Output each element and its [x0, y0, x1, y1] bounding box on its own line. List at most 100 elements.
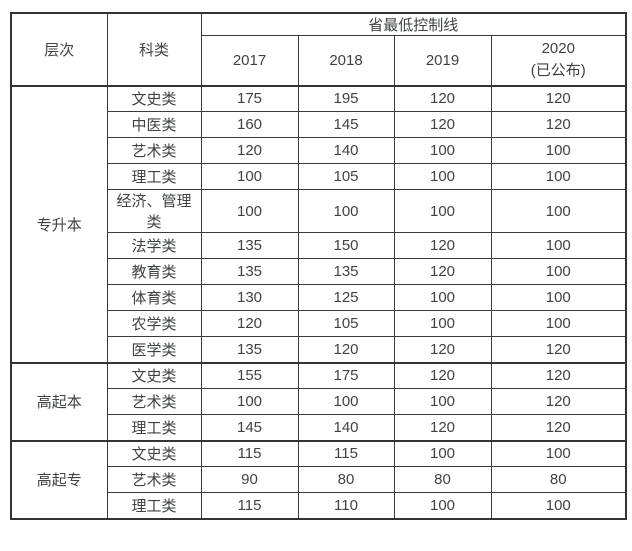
table-row: 高起专 文史类 115 115 100 100	[10, 439, 627, 519]
header-year-2020-label: 2020	[541, 40, 575, 58]
score-cell: 100	[297, 388, 395, 415]
score-cell: 90	[200, 466, 299, 493]
score-cell: 100	[490, 232, 627, 259]
score-cell: 100	[393, 284, 492, 311]
header-year-2018: 2018	[297, 35, 395, 86]
category-cell: 文史类	[106, 439, 202, 467]
score-cell: 135	[297, 258, 395, 285]
score-cell: 125	[297, 284, 395, 311]
score-cell: 115	[200, 439, 299, 467]
score-cell: 100	[490, 492, 627, 519]
category-cell: 艺术类	[106, 137, 202, 164]
table-row: 农学类 120 105 100 100	[11, 310, 627, 337]
header-level: 层次	[10, 12, 108, 86]
category-cell: 医学类	[106, 336, 202, 363]
header-year-2019: 2019	[393, 35, 492, 86]
table-row: 专升本 文史类 175 195 120 120	[10, 84, 627, 363]
score-cell: 145	[200, 414, 299, 441]
score-cell: 135	[200, 258, 299, 285]
score-cell: 130	[200, 284, 299, 311]
header-province-min-line: 省最低控制线	[200, 12, 627, 36]
score-cell: 120	[200, 310, 299, 337]
table-row: 医学类 135 120 120 120	[11, 336, 627, 363]
header-category: 科类	[106, 12, 202, 86]
level-cell-gaoqiben: 高起本	[10, 361, 108, 441]
table-row: 教育类 135 135 120 100	[11, 258, 627, 285]
score-cell: 175	[200, 84, 299, 112]
level-cell-zhuanshengben: 专升本	[10, 84, 108, 363]
category-cell: 艺术类	[106, 466, 202, 493]
score-cell: 120	[490, 111, 627, 138]
category-cell: 经济、管理类	[106, 189, 202, 233]
score-cell: 80	[393, 466, 492, 493]
score-cell: 135	[200, 336, 299, 363]
score-cell: 100	[200, 388, 299, 415]
header-year-2020-note: (已公布)	[530, 62, 586, 80]
score-cell: 120	[490, 388, 627, 415]
table-row: 理工类 100 105 100 100	[11, 163, 627, 190]
category-cell: 体育类	[106, 284, 202, 311]
category-cell: 艺术类	[106, 388, 202, 415]
score-cell: 100	[393, 163, 492, 190]
table-row: 高起本 文史类 155 175 120 120	[10, 361, 627, 441]
admission-score-table: 层次 科类 省最低控制线 2017 2018 2019 2020 (已公布) 专…	[10, 12, 628, 520]
table-row: 艺术类 90 80 80 80	[11, 466, 627, 493]
table-row: 法学类 135 150 120 100	[11, 232, 627, 259]
header-year-2017: 2017	[200, 35, 299, 86]
category-cell: 文史类	[106, 84, 202, 112]
score-cell: 100	[393, 189, 492, 233]
score-cell: 145	[297, 111, 395, 138]
score-cell: 120	[393, 414, 492, 441]
category-cell: 教育类	[106, 258, 202, 285]
category-cell: 理工类	[106, 163, 202, 190]
score-cell: 105	[297, 310, 395, 337]
score-cell: 120	[490, 361, 627, 389]
score-cell: 150	[297, 232, 395, 259]
table-row: 理工类 145 140 120 120	[11, 414, 627, 441]
table-row: 体育类 130 125 100 100	[11, 284, 627, 311]
score-cell: 120	[393, 84, 492, 112]
score-cell: 100	[490, 258, 627, 285]
score-cell: 120	[393, 361, 492, 389]
score-cell: 100	[490, 310, 627, 337]
score-cell: 80	[297, 466, 395, 493]
score-cell: 120	[297, 336, 395, 363]
score-cell: 100	[200, 189, 299, 233]
score-cell: 100	[393, 439, 492, 467]
score-cell: 100	[490, 189, 627, 233]
score-cell: 135	[200, 232, 299, 259]
score-cell: 100	[393, 492, 492, 519]
score-cell: 100	[490, 284, 627, 311]
score-cell: 175	[297, 361, 395, 389]
category-cell: 农学类	[106, 310, 202, 337]
score-cell: 110	[297, 492, 395, 519]
category-cell: 理工类	[106, 492, 202, 519]
table-row: 理工类 115 110 100 100	[11, 492, 627, 519]
score-cell: 100	[490, 439, 627, 467]
score-cell: 120	[393, 232, 492, 259]
header-row-years: 2017 2018 2019 2020 (已公布)	[11, 35, 627, 86]
category-cell: 法学类	[106, 232, 202, 259]
score-cell: 120	[393, 258, 492, 285]
score-cell: 120	[490, 84, 627, 112]
score-cell: 100	[393, 310, 492, 337]
score-cell: 100	[393, 137, 492, 164]
score-cell: 100	[393, 388, 492, 415]
score-cell: 115	[297, 439, 395, 467]
score-cell: 120	[490, 336, 627, 363]
score-cell: 115	[200, 492, 299, 519]
score-cell: 80	[490, 466, 627, 493]
header-year-2020: 2020 (已公布)	[490, 35, 627, 86]
score-cell: 120	[393, 111, 492, 138]
score-cell: 195	[297, 84, 395, 112]
score-cell: 140	[297, 414, 395, 441]
score-cell: 100	[200, 163, 299, 190]
score-cell: 120	[490, 414, 627, 441]
score-cell: 120	[200, 137, 299, 164]
score-cell: 100	[490, 163, 627, 190]
score-cell: 100	[297, 189, 395, 233]
score-cell: 105	[297, 163, 395, 190]
category-cell: 理工类	[106, 414, 202, 441]
score-cell: 160	[200, 111, 299, 138]
score-cell: 120	[393, 336, 492, 363]
